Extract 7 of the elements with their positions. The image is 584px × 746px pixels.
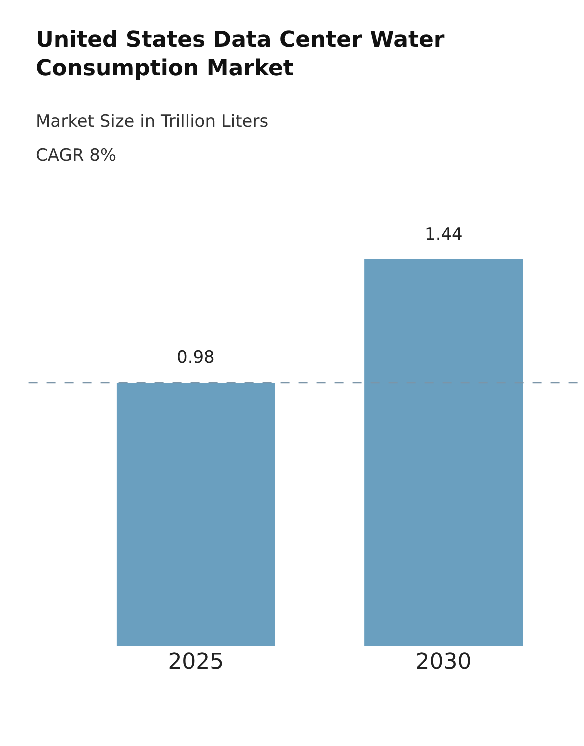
x-tick-label: 2025 xyxy=(168,650,224,675)
data-label: 1.44 xyxy=(425,225,463,245)
text: CAGR 8% xyxy=(36,146,117,166)
chart-subtitle: Market Size in Trillion Liters xyxy=(36,112,269,132)
chart-title: United States Data Center Water Consumption Market xyxy=(36,28,445,82)
x-tick-label: 2030 xyxy=(416,650,472,675)
data-label: 0.98 xyxy=(177,348,215,368)
